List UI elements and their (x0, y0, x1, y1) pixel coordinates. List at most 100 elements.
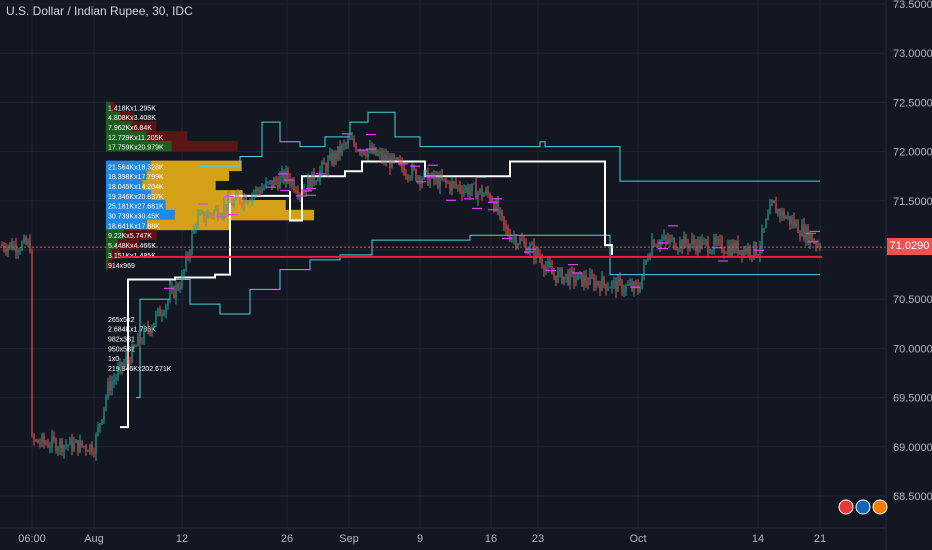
x-tick-label: 26 (281, 533, 293, 545)
candle-body (745, 248, 747, 253)
candle-body (451, 181, 453, 191)
candle-body (345, 143, 347, 145)
candle-body (147, 326, 149, 331)
candle-body (123, 363, 125, 369)
profile-label: 1.418Kx1.295K (108, 105, 156, 112)
upper-band (200, 111, 820, 182)
profile-bar-sell (111, 249, 122, 260)
profile-label: 30.739Kx30.45K (108, 214, 160, 221)
candle-body (749, 246, 751, 256)
profile-label: 1x0 (108, 356, 119, 363)
candle-body (689, 243, 691, 249)
candle-body (611, 282, 613, 288)
candle-body (703, 240, 705, 242)
candle-body (587, 282, 589, 285)
profile-label: 18.045Kx14.204K (108, 184, 164, 191)
candle-body (425, 170, 427, 172)
candle-body (677, 248, 679, 250)
profile-bar-sell (117, 239, 140, 250)
candle-body (453, 181, 455, 183)
candle-body (669, 238, 671, 243)
candle-body (643, 263, 645, 276)
candle-body (265, 182, 267, 188)
candle-body (627, 285, 629, 286)
candle-body (445, 178, 447, 183)
candle-body (1, 245, 3, 246)
candle-body (637, 284, 639, 292)
candle-body (775, 202, 777, 214)
event-flags[interactable] (838, 499, 888, 515)
candle-body (47, 443, 49, 448)
candle-body (239, 197, 241, 204)
candle-body (503, 216, 505, 226)
candle-body (397, 157, 399, 161)
candle-body (441, 174, 443, 180)
candle-body (45, 442, 47, 444)
candle-body (275, 178, 277, 182)
candle-body (117, 368, 119, 378)
candle-body (75, 440, 77, 443)
candle-body (491, 199, 493, 203)
candle-body (399, 160, 401, 162)
candle-body (499, 210, 501, 214)
candle-body (121, 362, 123, 369)
candle-body (747, 246, 749, 253)
candle-body (359, 150, 361, 153)
candle-body (325, 164, 327, 172)
candle-body (739, 250, 741, 254)
profile-bar-buy (106, 111, 120, 122)
candle-body (523, 240, 525, 243)
candle-body (179, 287, 181, 289)
candle-body (667, 239, 669, 243)
candle-body (7, 246, 9, 252)
candle-body (253, 192, 255, 195)
candle-body (789, 216, 791, 225)
candle-body (725, 252, 727, 254)
candle-body (409, 177, 411, 179)
candle-body (447, 182, 449, 183)
candle-body (297, 192, 299, 196)
candle-body (221, 214, 223, 217)
profile-bar-sell (146, 170, 230, 181)
candle-body (763, 227, 765, 230)
candle-body (589, 274, 591, 285)
candle-body (563, 276, 565, 284)
candle-body (189, 251, 191, 257)
candle-body (273, 178, 275, 187)
profile-bar-sell (146, 219, 231, 231)
candle-body (107, 381, 109, 398)
candle-body (407, 175, 409, 179)
candle-body (415, 169, 417, 181)
candle-body (715, 238, 717, 243)
candle-body (461, 190, 463, 195)
candle-body (225, 204, 227, 212)
flag-icon (855, 499, 871, 515)
candle-body (157, 308, 159, 314)
candle-body (299, 193, 301, 196)
candle-body (497, 200, 499, 214)
profile-label: 7.962Kx6.84K (108, 125, 152, 132)
candle-body (41, 435, 43, 444)
candle-body (809, 234, 811, 244)
time-axis[interactable]: 06:00 Aug 12 26 Sep 9 16 23 Oct 14 21 (0, 527, 886, 545)
candle-body (249, 200, 251, 202)
candle-body (581, 272, 583, 286)
profile-bar-sell (146, 131, 188, 142)
candle-body (293, 180, 295, 191)
candle-body (701, 240, 703, 249)
candle-body (171, 287, 173, 291)
candle-body (807, 226, 809, 244)
candle-body (597, 281, 599, 285)
x-tick-label: 16 (485, 533, 497, 545)
candle-body (663, 236, 665, 240)
candle-body (465, 187, 467, 190)
candle-body (57, 448, 59, 452)
candle-body (583, 275, 585, 286)
candle-body (277, 181, 279, 189)
candle-body (291, 180, 293, 185)
candle-body (83, 445, 85, 447)
candle-body (793, 219, 795, 226)
price-axis[interactable]: 73.500073.000072.500072.000071.500071.00… (885, 0, 932, 550)
candle-body (501, 210, 503, 217)
